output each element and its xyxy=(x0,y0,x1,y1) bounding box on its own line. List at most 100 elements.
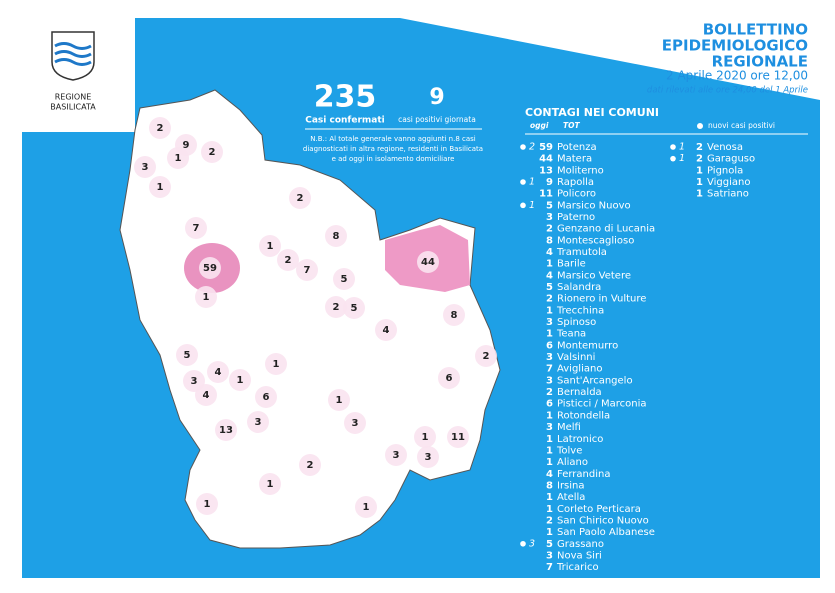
comune-area xyxy=(443,304,465,326)
map-label: 3 xyxy=(142,162,149,173)
total-cases: 235 xyxy=(314,80,377,115)
map-label: 4 xyxy=(203,390,210,401)
comune-name: Nova Siri xyxy=(557,550,602,561)
comune-name: Marsico Nuovo xyxy=(557,200,631,211)
map-label: 1 xyxy=(237,375,244,386)
map-label: 5 xyxy=(341,274,348,285)
title: REGIONALE xyxy=(712,53,808,71)
map-label: 6 xyxy=(263,392,270,403)
total-cases: 2 xyxy=(546,387,553,398)
comune-name: Marsico Vetere xyxy=(557,270,631,281)
total-cases: 9 xyxy=(546,177,553,188)
list-title: CONTAGI NEI COMUNI xyxy=(525,106,659,119)
total-cases: 3 xyxy=(546,550,553,561)
map-label: 5 xyxy=(351,303,358,314)
legend-dot xyxy=(697,123,703,129)
total-cases: 6 xyxy=(546,340,553,351)
map-label: 3 xyxy=(352,418,359,429)
comune-name: Bernalda xyxy=(557,387,602,398)
comune-name: Rapolla xyxy=(557,177,594,188)
comune-area xyxy=(414,426,436,448)
map-label: 1 xyxy=(157,182,164,193)
total-cases: 3 xyxy=(546,317,553,328)
comune-name: Moliterno xyxy=(557,165,604,176)
map-label: 2 xyxy=(157,123,164,134)
map-label: 3 xyxy=(255,417,262,428)
map-label: 8 xyxy=(451,310,458,321)
comune-name: Genzano di Lucania xyxy=(557,224,655,235)
comune-name: Spinoso xyxy=(557,317,596,328)
total-cases: 4 xyxy=(546,247,553,258)
map-label: 3 xyxy=(393,450,400,461)
comune-area xyxy=(207,361,229,383)
new-cases: 1 xyxy=(679,142,685,153)
comune-name: San Paolo Albanese xyxy=(557,527,655,538)
total-label: Casi confermati xyxy=(305,116,384,126)
map-label: 8 xyxy=(333,231,340,242)
map-label: 1 xyxy=(267,241,274,252)
comune-name: Potenza xyxy=(557,142,597,153)
total-cases: 1 xyxy=(546,329,553,340)
total-cases: 1 xyxy=(546,492,553,503)
total-cases: 1 xyxy=(546,445,553,456)
map-label: 2 xyxy=(483,351,490,362)
map-label: 1 xyxy=(204,499,211,510)
date: 2 Aprile 2020 ore 12,00 xyxy=(666,69,808,83)
date-note: dati rilevati alle ore 24,00 del 1 April… xyxy=(647,86,808,96)
comune-area xyxy=(134,156,156,178)
remark: N.B.: Al totale generale vanno aggiunti … xyxy=(310,135,476,143)
total-cases: 7 xyxy=(546,562,553,573)
comune-area xyxy=(475,345,497,367)
comune-area xyxy=(247,411,269,433)
total-cases: 1 xyxy=(696,177,703,188)
comune-area xyxy=(149,176,171,198)
total-cases: 4 xyxy=(546,469,553,480)
remark: diagnosticati in altra regione, resident… xyxy=(303,145,483,153)
comune-name: Pignola xyxy=(707,165,743,176)
legend-text: nuovi casi positivi xyxy=(708,121,775,130)
map-label: 2 xyxy=(307,460,314,471)
comune-name: Montescaglioso xyxy=(557,235,634,246)
total-cases: 1 xyxy=(546,259,553,270)
comune-area xyxy=(375,319,397,341)
total-cases: 1 xyxy=(546,527,553,538)
total-cases: 3 xyxy=(546,352,553,363)
map-label: 13 xyxy=(219,425,233,436)
total-cases: 3 xyxy=(546,422,553,433)
map-label: 5 xyxy=(184,350,191,361)
total-cases: 1 xyxy=(546,434,553,445)
comune-area xyxy=(185,217,207,239)
logo-text: REGIONE xyxy=(55,93,92,102)
comune-area xyxy=(289,187,311,209)
comune-name: Latronico xyxy=(557,434,603,445)
logo-text: BASILICATA xyxy=(50,103,96,112)
comune-name: Tricarico xyxy=(556,562,599,573)
comune-name: Atella xyxy=(557,492,585,503)
map-label: 1 xyxy=(336,395,343,406)
map-label: 6 xyxy=(446,373,453,384)
comune-area xyxy=(344,412,366,434)
map-label: 1 xyxy=(175,153,182,164)
comune-name: Tolve xyxy=(556,445,582,456)
comune-area xyxy=(196,493,218,515)
comune-area xyxy=(149,117,171,139)
comune-area xyxy=(417,446,439,468)
new-dot xyxy=(670,144,676,150)
total-cases: 1 xyxy=(696,189,703,200)
total-cases: 3 xyxy=(546,212,553,223)
comune-name: San Chirico Nuovo xyxy=(557,515,649,526)
map-label: 3 xyxy=(191,376,198,387)
comune-name: Policoro xyxy=(557,189,596,200)
comune-name: Salandra xyxy=(557,282,601,293)
new-cases: 1 xyxy=(529,200,535,211)
comune-area xyxy=(296,259,318,281)
comune-area xyxy=(417,251,439,273)
total-cases: 2 xyxy=(546,515,553,526)
daily-cases: 9 xyxy=(429,85,444,110)
map-label: 1 xyxy=(203,292,210,303)
total-cases: 2 xyxy=(696,142,703,153)
total-cases: 4 xyxy=(546,270,553,281)
comune-name: Rotondella xyxy=(557,410,610,421)
map-label: 11 xyxy=(451,432,465,443)
